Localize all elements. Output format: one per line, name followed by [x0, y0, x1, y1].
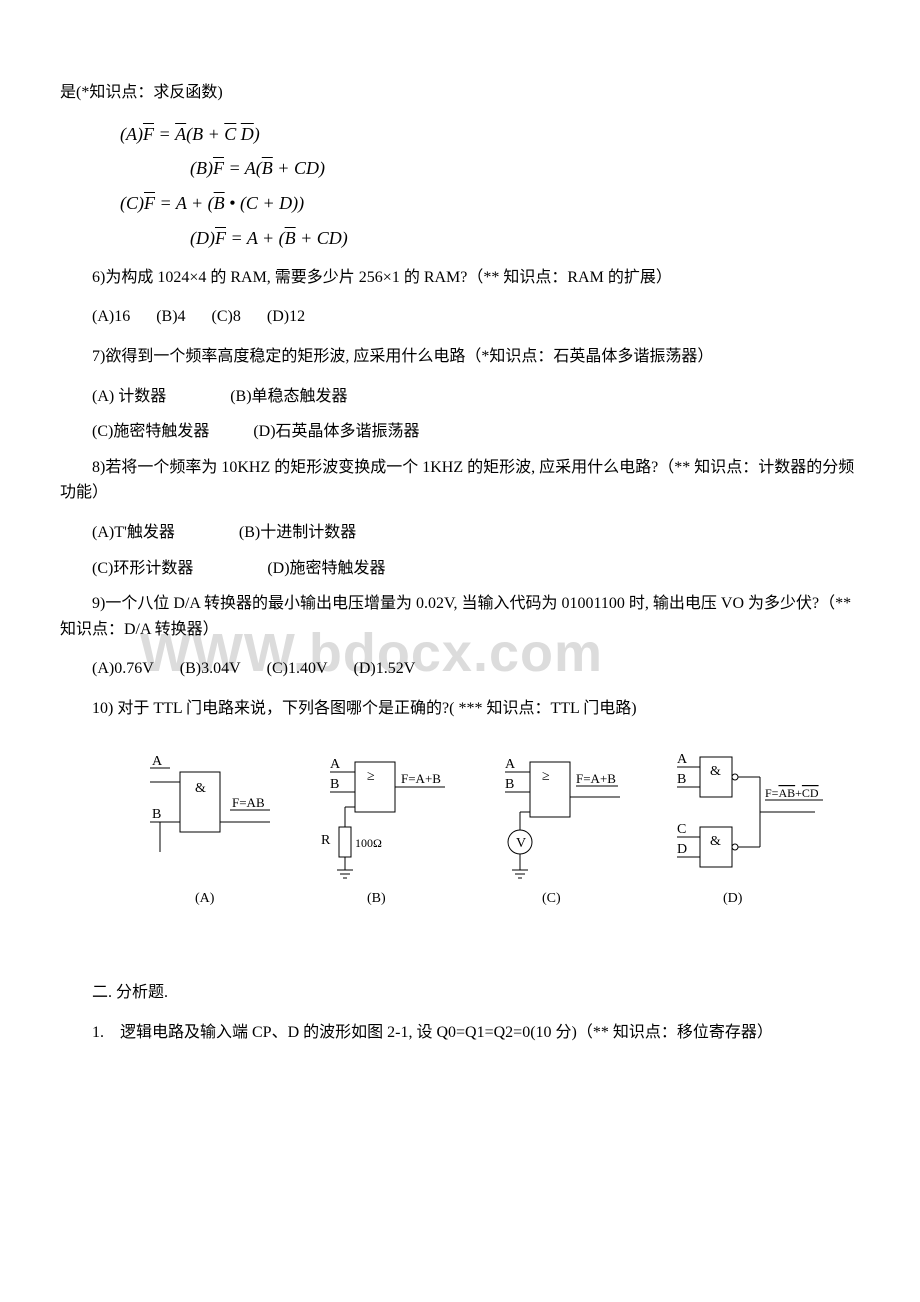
svg-text:F=AB: F=AB	[232, 795, 265, 810]
svg-text:B: B	[677, 772, 686, 787]
svg-text:F=AB+CD: F=AB+CD	[765, 786, 819, 800]
q8-row1: (A)T'触发器 (B)十进制计数器	[60, 520, 860, 546]
q7-opt-b: (B)单稳态触发器	[230, 388, 347, 405]
svg-text:(D): (D)	[723, 891, 743, 906]
q7-opt-c: (C)施密特触发器	[92, 423, 209, 440]
svg-text:A: A	[505, 757, 516, 772]
q6-opt-d: (D)12	[267, 308, 305, 325]
svg-text:B: B	[330, 777, 339, 792]
svg-text:B: B	[505, 777, 514, 792]
svg-text:&: &	[195, 781, 206, 796]
q9-options: (A)0.76V (B)3.04V (C)1.40V (D)1.52V	[60, 656, 860, 682]
circuit-diagrams: & A B F=AB (A) ≥ A B	[140, 752, 860, 961]
svg-text:F=A+B: F=A+B	[401, 771, 441, 786]
circuits-svg: & A B F=AB (A) ≥ A B	[140, 752, 840, 952]
svg-text:&: &	[710, 834, 721, 849]
q6-opt-a: (A)16	[92, 308, 130, 325]
svg-text:A: A	[152, 754, 163, 769]
svg-text:R: R	[321, 833, 331, 848]
q6-text: 6)为构成 1024×4 的 RAM, 需要多少片 256×1 的 RAM?（*…	[60, 265, 860, 291]
q8-opt-a: (A)T'触发器	[92, 524, 175, 541]
q5-tail: 是(*知识点：求反函数)	[60, 80, 860, 106]
svg-text:&: &	[710, 764, 721, 779]
q6-opt-c: (C)8	[212, 308, 241, 325]
svg-text:F=A+B: F=A+B	[576, 771, 616, 786]
svg-text:V: V	[516, 836, 526, 851]
q7-opt-a: (A) 计数器	[92, 388, 166, 405]
gate-c: ≥ A B F=A+B V (C)	[505, 757, 620, 906]
q8-row2: (C)环形计数器 (D)施密特触发器	[60, 556, 860, 582]
formula-c: (C)F = A + (B • (C + D))	[120, 189, 860, 218]
q7-opt-d: (D)石英晶体多谐振荡器	[253, 423, 419, 440]
svg-text:C: C	[677, 822, 686, 837]
q6-options: (A)16 (B)4 (C)8 (D)12	[60, 304, 860, 330]
formula-d: (D)F = A + (B + CD)	[190, 224, 860, 253]
q7-text: 7)欲得到一个频率高度稳定的矩形波, 应采用什么电路（*知识点：石英晶体多谐振荡…	[60, 344, 860, 370]
q9-opt-d: (D)1.52V	[354, 660, 416, 677]
svg-text:(B): (B)	[367, 891, 386, 906]
svg-text:≥: ≥	[542, 769, 550, 784]
svg-text:A: A	[677, 752, 688, 767]
gate-b: ≥ A B F=A+B R 100Ω (B)	[321, 757, 445, 906]
svg-text:B: B	[152, 807, 161, 822]
q9-opt-b: (B)3.04V	[180, 660, 241, 677]
formula-b: (B)F = A(B + CD)	[190, 154, 860, 183]
q6-opt-b: (B)4	[156, 308, 185, 325]
svg-text:(C): (C)	[542, 891, 561, 906]
q10-text: 10) 对于 TTL 门电路来说，下列各图哪个是正确的?( *** 知识点：TT…	[60, 696, 860, 722]
q9-text: 9)一个八位 D/A 转换器的最小输出电压增量为 0.02V, 当输入代码为 0…	[60, 591, 860, 642]
q7-row2: (C)施密特触发器 (D)石英晶体多谐振荡器	[60, 419, 860, 445]
svg-text:≥: ≥	[367, 769, 375, 784]
q9-opt-a: (A)0.76V	[92, 660, 154, 677]
gate-d: & A B & C D F=AB+CD (D)	[677, 752, 823, 906]
section-2-title: 二. 分析题.	[60, 980, 860, 1006]
q7-row1: (A) 计数器 (B)单稳态触发器	[60, 384, 860, 410]
page-content: 是(*知识点：求反函数) (A)F = A(B + C D) (B)F = A(…	[60, 80, 860, 1045]
svg-text:A: A	[330, 757, 341, 772]
q8-text: 8)若将一个频率为 10KHZ 的矩形波变换成一个 1KHZ 的矩形波, 应采用…	[60, 455, 860, 506]
svg-text:(A): (A)	[195, 891, 215, 906]
gate-a: & A B F=AB (A)	[150, 754, 270, 906]
svg-text:100Ω: 100Ω	[355, 836, 382, 850]
q8-opt-b: (B)十进制计数器	[239, 524, 356, 541]
q9-opt-c: (C)1.40V	[267, 660, 328, 677]
formula-a: (A)F = A(B + C D)	[120, 120, 860, 149]
analysis-q1: 1. 逻辑电路及输入端 CP、D 的波形如图 2-1, 设 Q0=Q1=Q2=0…	[60, 1020, 860, 1046]
q8-opt-d: (D)施密特触发器	[267, 560, 385, 577]
q8-opt-c: (C)环形计数器	[92, 560, 193, 577]
svg-text:D: D	[677, 842, 687, 857]
